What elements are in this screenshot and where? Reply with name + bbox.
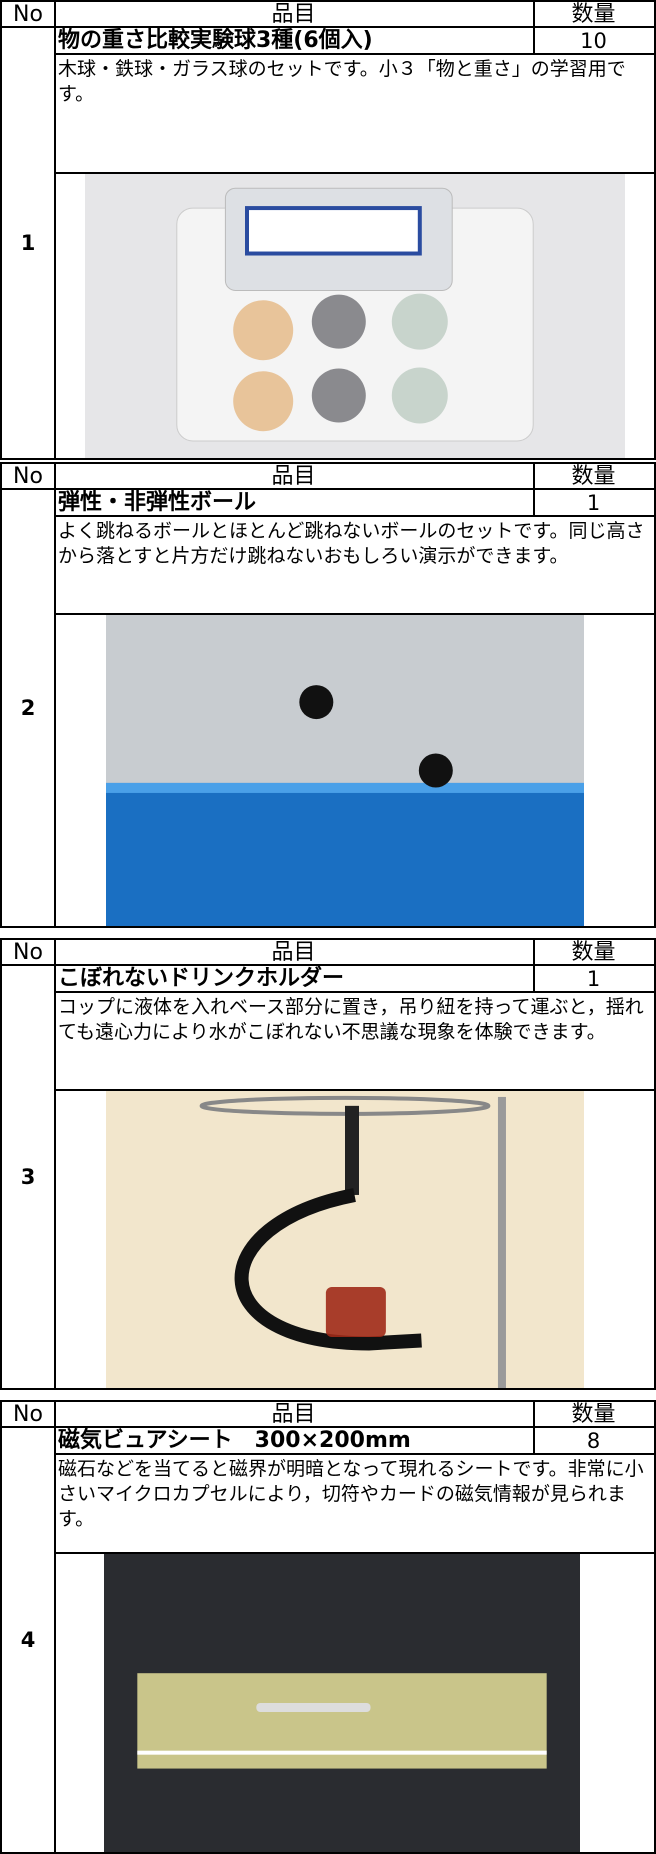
rule xyxy=(533,464,535,516)
item-quantity: 1 xyxy=(586,491,601,515)
rule xyxy=(54,613,654,615)
header-no: No xyxy=(13,2,43,27)
item-photo xyxy=(106,1091,584,1388)
item-name: 物の重さ比較実験球3種(6個入) xyxy=(58,28,373,53)
rule xyxy=(54,53,654,55)
rule xyxy=(54,172,654,174)
rule xyxy=(54,1453,654,1455)
item-description: コップに液体を入れベース部分に置き，吊り紐を持って運ぶと，揺れても遠心力により水… xyxy=(58,996,644,1043)
header-quantity: 数量 xyxy=(571,940,616,965)
header-item: 品目 xyxy=(271,940,316,965)
item-no: 2 xyxy=(20,696,36,720)
item-block: No 品目 数量磁気ビュアシート 300×200mm 8 磁石などを当てると磁界が明暗と… xyxy=(0,1400,656,1854)
item-photo xyxy=(104,1554,580,1852)
item-quantity: 10 xyxy=(580,29,607,53)
header-quantity: 数量 xyxy=(571,464,616,489)
rule xyxy=(2,26,654,28)
header-item: 品目 xyxy=(271,2,316,27)
rule xyxy=(533,2,535,54)
rule xyxy=(54,940,56,1388)
item-name: 磁気ビュアシート 300×200mm xyxy=(58,1428,411,1453)
rule xyxy=(54,2,56,458)
rule xyxy=(54,1552,654,1554)
header-no: No xyxy=(13,464,43,489)
item-no: 3 xyxy=(20,1165,36,1189)
rule xyxy=(54,991,654,993)
item-description: よく跳ねるボールとほとんど跳ねないボールのセットです。同じ高さから落とすと片方だ… xyxy=(58,520,645,567)
item-quantity: 1 xyxy=(586,967,601,991)
header-item: 品目 xyxy=(271,464,316,489)
rule xyxy=(533,940,535,992)
header-item: 品目 xyxy=(271,1402,316,1427)
item-photo xyxy=(106,615,584,926)
rule xyxy=(54,1089,654,1091)
item-block: No 品目 数量弾性・非弾性ボール 1 よく跳ねるボールとほとんど跳ねないボールのセット… xyxy=(0,462,656,928)
item-name: こぼれないドリンクホルダー xyxy=(58,966,345,991)
rule xyxy=(2,1426,654,1428)
item-block: No 品目 数量物の重さ比較実験球3種(6個入) 10 木球・鉄球・ガラス球のセットです… xyxy=(0,0,656,460)
header-no: No xyxy=(13,940,43,965)
item-photo xyxy=(85,174,625,458)
header-quantity: 数量 xyxy=(571,2,616,27)
item-name: 弾性・非弾性ボール xyxy=(58,490,257,515)
item-description: 木球・鉄球・ガラス球のセットです。小３「物と重さ」の学習用です。 xyxy=(58,58,626,105)
rule xyxy=(54,464,56,926)
rule xyxy=(54,515,654,517)
item-block: No 品目 数量こぼれないドリンクホルダー 1 コップに液体を入れベース部分に置き，吊り… xyxy=(0,938,656,1390)
item-no: 4 xyxy=(20,1628,36,1652)
rule xyxy=(533,1402,535,1454)
header-quantity: 数量 xyxy=(571,1402,616,1427)
rule xyxy=(2,964,654,966)
item-no: 1 xyxy=(20,231,36,255)
header-no: No xyxy=(13,1402,43,1427)
item-quantity: 8 xyxy=(586,1429,601,1453)
rule xyxy=(2,488,654,490)
item-description: 磁石などを当てると磁界が明暗となって現れるシートです。非常に小さいマイクロカプセ… xyxy=(58,1458,644,1530)
rule xyxy=(54,1402,56,1852)
